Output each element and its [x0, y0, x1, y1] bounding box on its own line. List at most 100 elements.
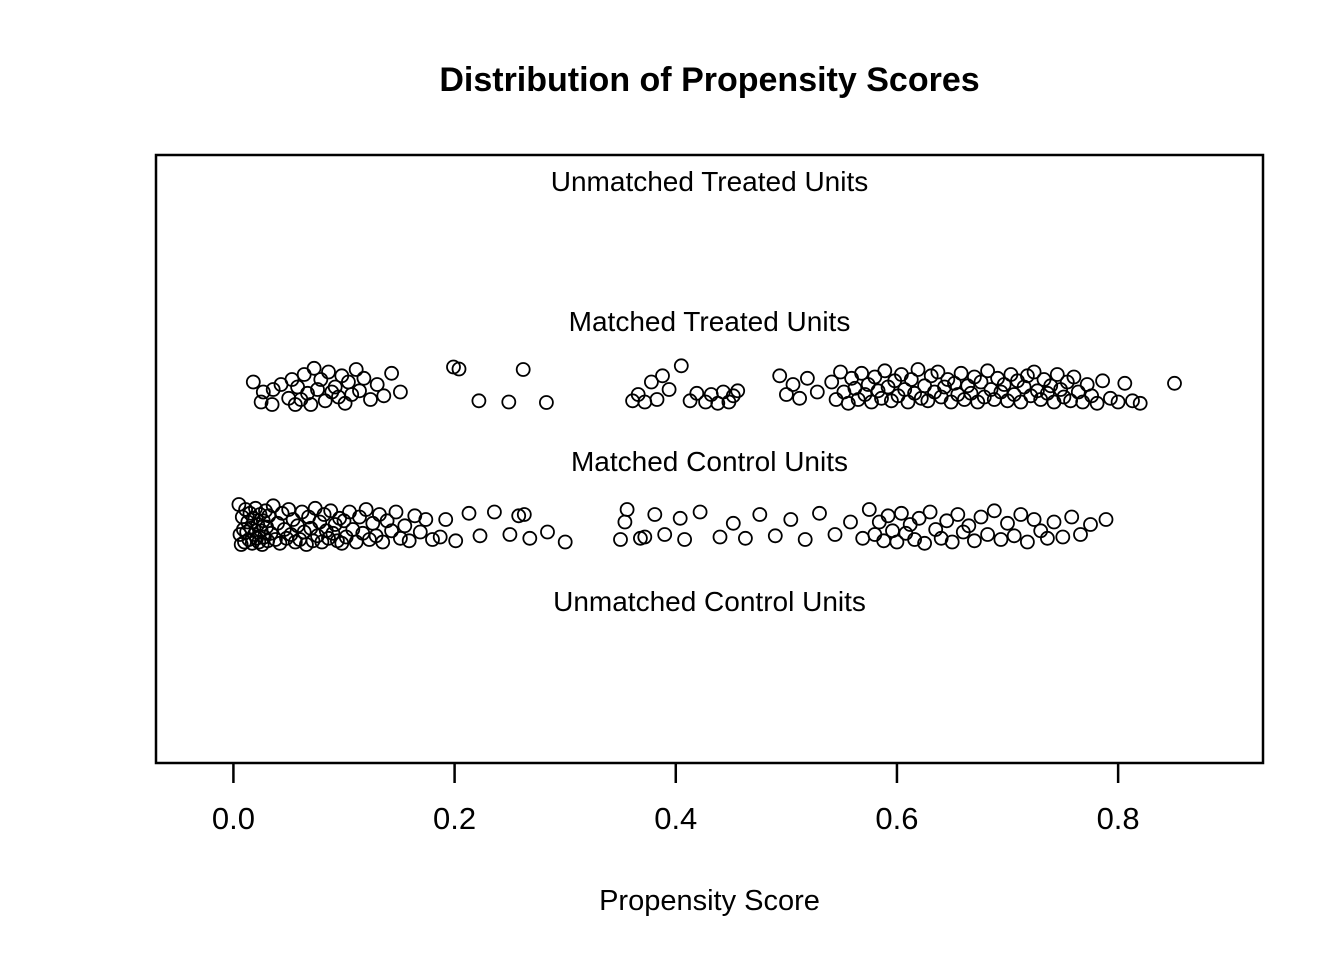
data-point — [637, 529, 653, 545]
data-point — [397, 518, 413, 534]
data-point — [384, 365, 400, 381]
data-point — [783, 512, 799, 527]
data-point — [613, 532, 628, 547]
data-point — [1110, 394, 1126, 410]
data-point — [323, 503, 339, 519]
data-point — [1013, 507, 1029, 522]
data-point — [725, 515, 741, 531]
data-point — [348, 362, 364, 377]
data-point — [432, 529, 448, 545]
data-point — [1040, 530, 1055, 546]
data-point — [672, 510, 688, 526]
data-point — [922, 504, 938, 520]
data-point — [993, 532, 1009, 547]
data-point — [392, 384, 408, 400]
data-point — [900, 394, 916, 410]
data-point — [1006, 528, 1022, 544]
data-point — [1046, 514, 1062, 530]
group-label-unmatched-treated: Unmatched Treated Units — [550, 166, 869, 197]
data-point — [824, 374, 840, 390]
data-point — [961, 518, 977, 534]
data-point — [1020, 534, 1035, 550]
data-point — [677, 532, 692, 547]
data-point — [363, 392, 378, 407]
data-point — [461, 505, 477, 521]
data-point — [486, 504, 502, 520]
data-point — [516, 507, 532, 522]
data-point — [725, 388, 741, 404]
data-point — [996, 377, 1012, 392]
data-point — [812, 505, 827, 521]
data-point — [511, 508, 527, 524]
data-point — [967, 533, 982, 549]
data-point — [973, 374, 989, 390]
data-point — [673, 358, 689, 374]
data-point — [321, 530, 336, 546]
data-point — [809, 384, 825, 400]
group-label-matched-control: Matched Control Units — [570, 446, 848, 477]
data-point — [307, 500, 323, 516]
data-point — [310, 382, 325, 397]
x-axis-title: Propensity Score — [599, 885, 820, 917]
plot-border — [154, 153, 1265, 765]
data-point — [1026, 512, 1042, 527]
data-point — [752, 507, 768, 522]
data-point — [1083, 517, 1098, 532]
data-point — [1098, 512, 1114, 527]
data-point — [244, 535, 260, 551]
data-point — [874, 390, 889, 406]
data-point — [471, 393, 487, 409]
data-point — [1026, 364, 1042, 380]
data-point — [557, 534, 573, 550]
data-point — [797, 532, 813, 547]
data-point — [1030, 383, 1045, 399]
data-point — [828, 392, 844, 407]
data-point — [907, 532, 922, 547]
data-point — [800, 370, 815, 386]
data-point — [619, 502, 635, 517]
data-point — [358, 502, 374, 517]
data-point — [369, 377, 385, 392]
data-point — [375, 534, 391, 550]
data-point — [1132, 395, 1148, 411]
data-point — [1000, 515, 1015, 531]
data-point — [1066, 369, 1082, 385]
data-point — [1167, 375, 1182, 391]
group-label-matched-treated: Matched Treated Units — [568, 306, 851, 337]
data-point — [253, 394, 269, 410]
data-point — [388, 504, 404, 520]
data-point — [870, 383, 886, 399]
data-point — [1043, 378, 1059, 394]
data-point — [365, 515, 381, 531]
data-point — [649, 392, 665, 407]
data-point — [730, 383, 746, 399]
data-point — [265, 382, 281, 397]
data-point — [880, 508, 896, 524]
data-point — [296, 367, 312, 382]
data-point — [889, 534, 905, 550]
data-point — [540, 524, 555, 540]
data-point — [255, 384, 271, 400]
data-point — [712, 529, 728, 545]
data-point — [657, 527, 673, 542]
data-point — [305, 533, 321, 549]
data-point — [840, 395, 856, 411]
data-point — [376, 388, 392, 404]
data-point — [871, 514, 887, 530]
data-point — [317, 393, 333, 409]
x-tick-label: 0.8 — [1096, 801, 1140, 836]
data-point — [392, 530, 408, 546]
data-point — [451, 361, 467, 377]
data-point — [833, 364, 848, 380]
data-point — [1095, 373, 1110, 389]
data-point — [1103, 390, 1118, 406]
data-point — [425, 532, 440, 547]
data-point — [861, 502, 877, 517]
data-point — [944, 534, 960, 550]
data-point — [785, 377, 801, 392]
x-tick-label: 0.6 — [875, 801, 919, 836]
data-point — [903, 372, 919, 387]
data-point — [950, 507, 966, 522]
data-point — [792, 390, 807, 406]
data-point — [501, 394, 517, 410]
